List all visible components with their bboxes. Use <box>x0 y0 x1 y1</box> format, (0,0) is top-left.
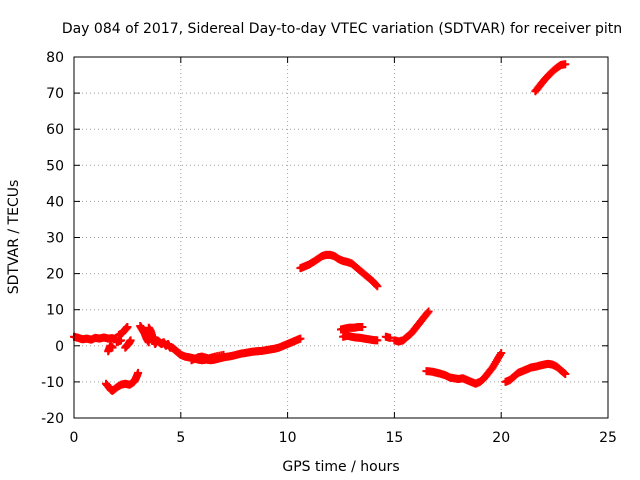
y-tick-label: -10 <box>41 375 64 391</box>
data-point <box>386 333 395 342</box>
data-point <box>373 336 382 345</box>
x-tick-label: 20 <box>492 430 510 446</box>
y-tick-label: -20 <box>41 411 64 427</box>
x-axis-title: GPS time / hours <box>282 459 399 475</box>
data-point <box>561 369 570 378</box>
data-point <box>373 282 382 291</box>
y-tick-label: 60 <box>46 122 64 138</box>
y-tick-label: 20 <box>46 267 64 283</box>
data-point <box>358 323 367 332</box>
data-point <box>126 336 135 345</box>
x-tick-label: 5 <box>176 430 185 446</box>
y-tick-label: 10 <box>46 303 64 319</box>
data-point <box>108 343 117 352</box>
y-tick-label: 80 <box>46 50 64 66</box>
data-point <box>296 334 305 343</box>
data-point <box>372 281 381 290</box>
y-tick-label: 40 <box>46 194 64 210</box>
chart-title: Day 084 of 2017, Sidereal Day-to-day VTE… <box>62 21 622 37</box>
data-point <box>134 368 143 377</box>
data-point <box>219 350 228 359</box>
y-axis-title: SDTVAR / TECUs <box>6 180 22 295</box>
data-point <box>424 307 433 316</box>
grid-lines <box>74 57 608 418</box>
x-tick-label: 15 <box>385 430 403 446</box>
data-points <box>70 60 570 395</box>
y-tick-label: 30 <box>46 231 64 247</box>
tick-labels: 0 5 10 15 20 25 -20 -10 0 10 20 30 40 50 60 70 80 <box>41 50 617 446</box>
data-point <box>123 323 132 332</box>
y-tick-label: 70 <box>46 86 64 102</box>
y-tick-label: 0 <box>55 339 64 355</box>
x-tick-label: 25 <box>599 430 617 446</box>
axis-ticks <box>73 56 609 419</box>
x-tick-label: 0 <box>70 430 79 446</box>
data-point <box>116 336 125 345</box>
x-tick-label: 10 <box>279 430 297 446</box>
data-point <box>497 349 506 358</box>
data-point <box>423 308 432 317</box>
y-tick-label: 50 <box>46 158 64 174</box>
data-point <box>561 60 570 69</box>
